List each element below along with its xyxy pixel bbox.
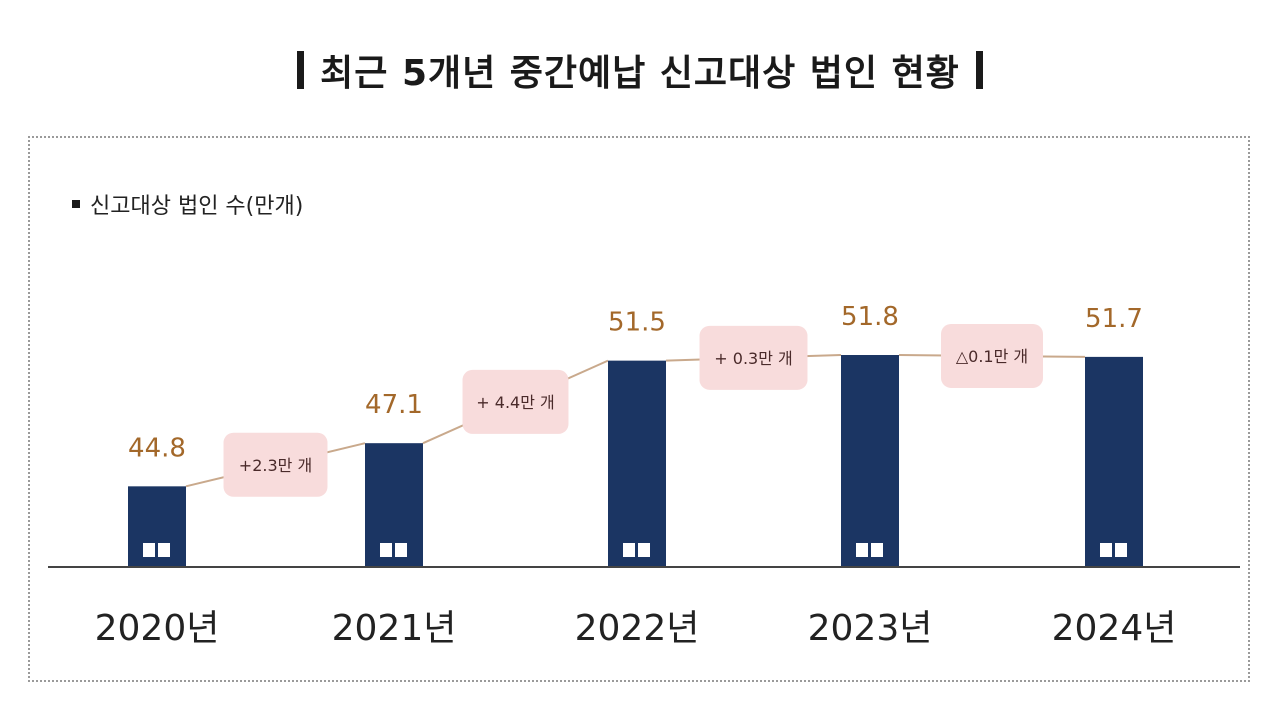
change-callout — [941, 323, 1043, 388]
change-callout — [223, 432, 328, 497]
bar-marker-icon — [1100, 543, 1112, 557]
chart-frame — [28, 136, 1250, 682]
bar-marker-icon — [143, 543, 155, 557]
x-tick-label: 2024년 — [1052, 608, 1177, 649]
legend-label: 신고대상 법인 수(만개) — [90, 194, 304, 219]
bar — [365, 443, 423, 567]
x-tick-label: 2021년 — [332, 608, 457, 649]
bar — [841, 355, 899, 567]
change-label: △0.1만 개 — [956, 347, 1028, 366]
change-callout — [699, 325, 808, 390]
chart-title: 최근 5개년 중간예납 신고대상 법인 현황 — [320, 53, 960, 94]
x-tick-label: 2020년 — [95, 608, 220, 649]
title-bar-left — [297, 51, 305, 89]
data-label: 47.1 — [365, 390, 423, 420]
change-callout — [462, 369, 569, 434]
bar — [128, 486, 186, 567]
bar-marker-icon — [380, 543, 392, 557]
bar — [608, 360, 666, 567]
data-label: 51.8 — [841, 302, 899, 332]
change-label: + 0.3만 개 — [714, 349, 792, 368]
change-label: +2.3만 개 — [239, 456, 312, 475]
data-label: 44.8 — [128, 433, 186, 463]
x-tick-label: 2023년 — [808, 608, 933, 649]
title-row: 최근 5개년 중간예납 신고대상 법인 현황 — [0, 38, 1280, 102]
bar-marker-icon — [871, 543, 883, 557]
legend-square-icon — [72, 200, 80, 208]
data-label: 51.5 — [608, 308, 666, 338]
bar — [1085, 356, 1143, 567]
bar-marker-icon — [623, 543, 635, 557]
x-tick-label: 2022년 — [575, 608, 700, 649]
legend: 신고대상 법인 수(만개) — [72, 188, 303, 220]
bar-marker-icon — [158, 543, 170, 557]
bar-marker-icon — [395, 543, 407, 557]
bar-marker-icon — [1115, 543, 1127, 557]
bar-marker-icon — [856, 543, 868, 557]
data-label: 51.7 — [1085, 304, 1143, 334]
bar-marker-icon — [638, 543, 650, 557]
title-bar-right — [975, 51, 983, 89]
change-label: + 4.4만 개 — [476, 393, 554, 412]
